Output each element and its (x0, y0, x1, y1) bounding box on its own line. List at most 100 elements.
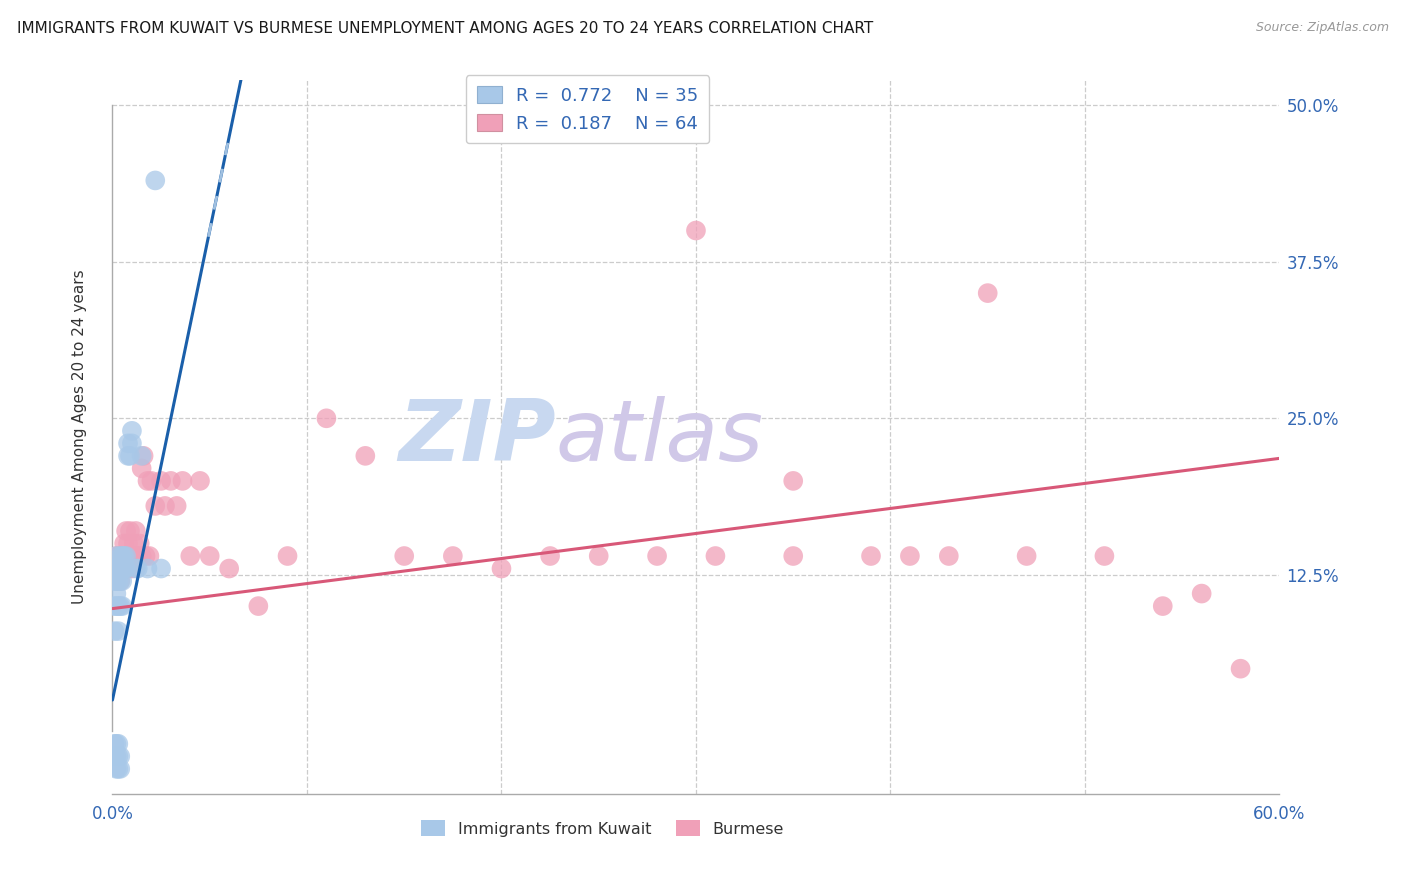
Point (107, 599, 129, 613)
Point (110, 762, 132, 776)
Point (111, 561, 134, 575)
Point (107, 749, 129, 764)
Point (105, 549, 128, 563)
Point (105, 737, 128, 751)
Point (107, 737, 129, 751)
Point (247, 599, 270, 613)
Point (107, 624, 129, 639)
Point (645, 549, 668, 563)
Point (441, 549, 464, 563)
Point (110, 574, 132, 588)
Point (276, 549, 298, 563)
Point (136, 474, 159, 488)
Text: IMMIGRANTS FROM KUWAIT VS BURMESE UNEMPLOYMENT AMONG AGES 20 TO 24 YEARS CORRELA: IMMIGRANTS FROM KUWAIT VS BURMESE UNEMPL… (17, 21, 873, 37)
Point (117, 536, 139, 550)
Point (111, 549, 134, 563)
Point (394, 549, 416, 563)
Point (1015, 549, 1038, 563)
Point (112, 549, 135, 563)
Point (111, 599, 134, 613)
Point (121, 424, 143, 438)
Point (105, 749, 128, 764)
Point (112, 536, 135, 550)
Point (160, 474, 183, 488)
Point (218, 561, 240, 575)
Point (491, 561, 513, 575)
Point (135, 549, 157, 563)
Point (105, 599, 128, 613)
Point (143, 499, 166, 513)
Text: ZIP: ZIP (398, 395, 555, 479)
Point (118, 524, 141, 538)
Point (136, 561, 159, 575)
Point (153, 499, 176, 513)
Point (105, 549, 128, 563)
Point (103, 624, 125, 639)
Point (115, 549, 138, 563)
Point (118, 549, 141, 563)
Point (127, 561, 149, 575)
Point (103, 599, 125, 613)
Point (107, 762, 129, 776)
Point (117, 449, 139, 463)
Point (122, 536, 145, 550)
Point (115, 549, 138, 563)
Point (131, 449, 153, 463)
Point (105, 762, 128, 776)
Point (143, 173, 166, 187)
Point (110, 549, 132, 563)
Point (111, 561, 134, 575)
Point (103, 749, 125, 764)
Point (105, 586, 128, 600)
Point (111, 574, 134, 588)
Point (125, 524, 148, 538)
Point (105, 561, 128, 575)
Point (103, 574, 125, 588)
Point (121, 561, 143, 575)
Point (112, 549, 135, 563)
Point (115, 524, 138, 538)
Point (1191, 586, 1213, 600)
Point (141, 474, 163, 488)
Point (117, 561, 139, 575)
Point (938, 549, 960, 563)
Point (128, 536, 150, 550)
Point (110, 599, 132, 613)
Point (138, 549, 160, 563)
Point (103, 737, 125, 751)
Point (782, 549, 804, 563)
Point (131, 461, 153, 475)
Point (105, 574, 128, 588)
Point (172, 474, 194, 488)
Point (125, 561, 148, 575)
Point (125, 549, 148, 563)
Point (131, 549, 153, 563)
Point (110, 574, 132, 588)
Point (704, 549, 727, 563)
Point (976, 286, 998, 301)
Point (150, 474, 173, 488)
Text: Source: ZipAtlas.com: Source: ZipAtlas.com (1256, 21, 1389, 35)
Y-axis label: Unemployment Among Ages 20 to 24 years: Unemployment Among Ages 20 to 24 years (73, 269, 87, 605)
Point (538, 549, 561, 563)
Point (111, 549, 134, 563)
Point (107, 574, 129, 588)
Point (110, 749, 132, 764)
Point (107, 561, 129, 575)
Point (782, 474, 804, 488)
Point (121, 549, 143, 563)
Point (127, 549, 149, 563)
Point (354, 449, 377, 463)
Point (588, 549, 610, 563)
Point (150, 561, 173, 575)
Point (112, 561, 135, 575)
Point (105, 574, 128, 588)
Point (117, 436, 139, 450)
Point (103, 561, 125, 575)
Point (685, 223, 707, 237)
Point (132, 449, 155, 463)
Point (1094, 549, 1116, 563)
Point (1229, 662, 1251, 676)
Point (179, 549, 201, 563)
Point (898, 549, 921, 563)
